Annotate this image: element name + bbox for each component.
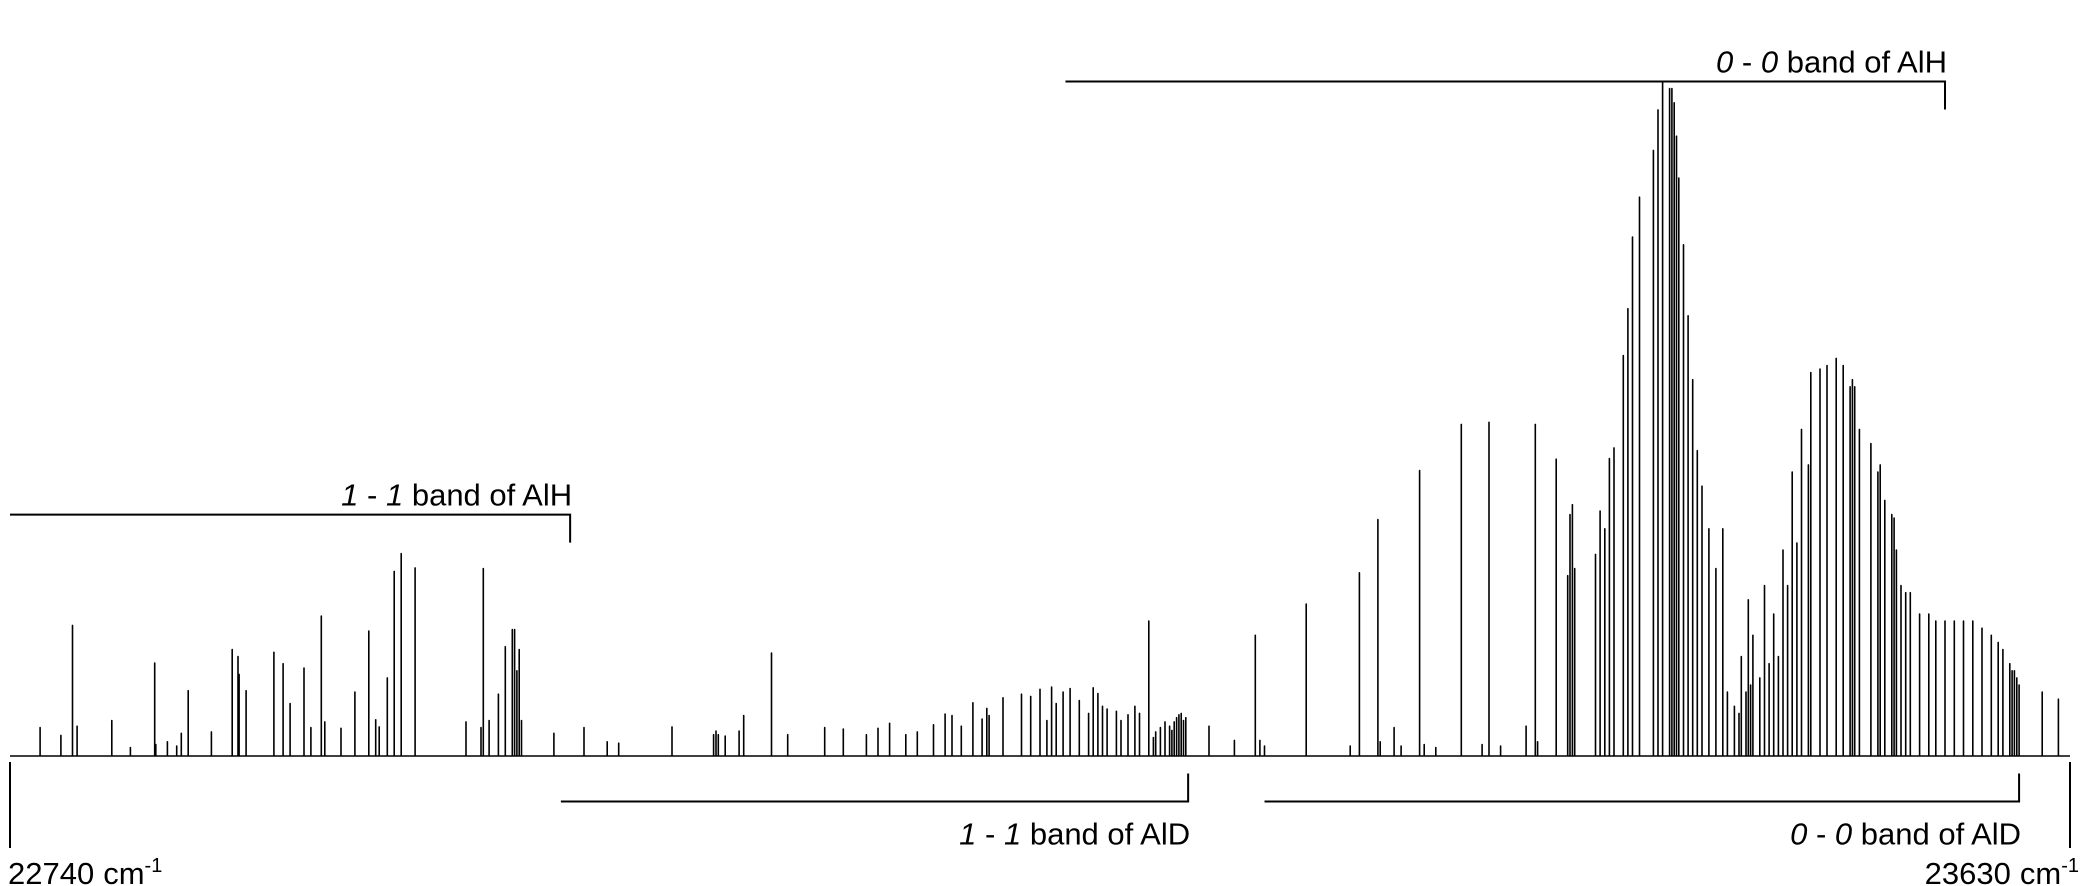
band-label-aih-11: 1 - 1 band of AlH (341, 478, 572, 513)
band-bracket-ald-11 (560, 773, 1190, 803)
band-bracket-ald-00 (1264, 773, 2021, 803)
band-annotations: 0 - 0 band of AlH 1 - 1 band of AlH 1 - 1 … (10, 45, 2021, 851)
band-label-ald-11: 1 - 1 band of AlD (959, 816, 1190, 851)
axis-end-ticks (9, 762, 2071, 848)
band-label-ald-00: 0 - 0 band of AlD (1790, 816, 2021, 851)
x-axis-left-label: 22740 cm-1 (8, 855, 162, 886)
x-axis-right-label: 23630 cm-1 (1925, 855, 2079, 886)
spectrum-trace (10, 80, 2070, 757)
band-bracket-aih-11 (10, 513, 572, 543)
band-label-aih-00: 0 - 0 band of AlH (1716, 45, 1947, 80)
band-bracket-aih-00 (1065, 80, 1947, 110)
